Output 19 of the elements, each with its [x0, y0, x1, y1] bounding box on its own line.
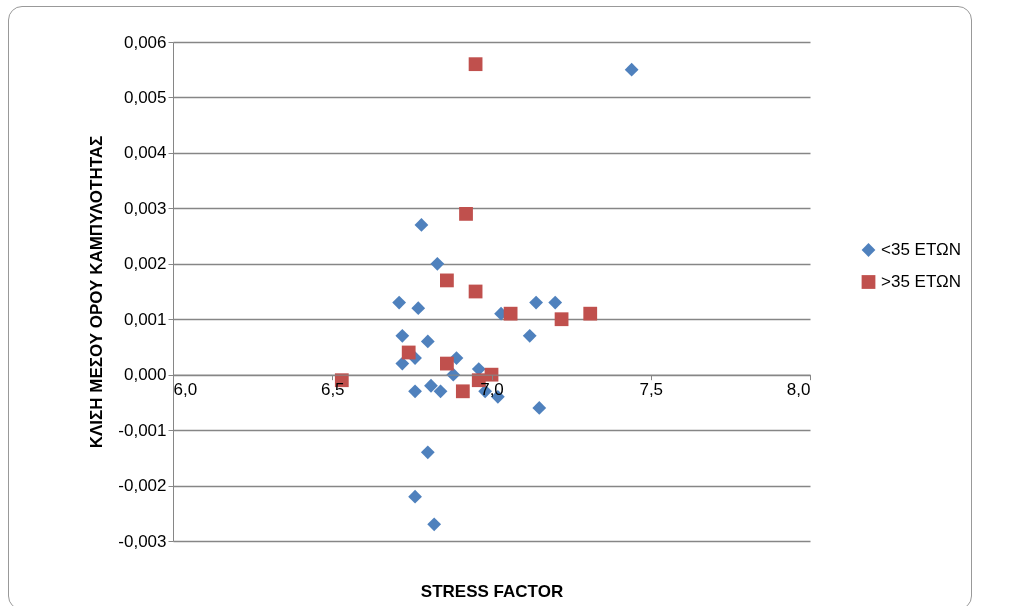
x-tick-label: 7,0 [480, 380, 504, 400]
y-tick-label: 0,000 [123, 365, 167, 385]
y-tick-label: -0,001 [118, 420, 167, 440]
y-tick-label: 0,004 [123, 143, 167, 163]
x-axis-title: STRESS FACTOR [420, 581, 564, 601]
legend-label: <35 ΕΤΩΝ [881, 240, 961, 259]
x-tick-label: 8,0 [786, 380, 811, 400]
x-tick-label: 6,0 [173, 380, 198, 400]
y-tick-label: 0,002 [123, 254, 167, 274]
y-tick-label: 0,005 [123, 87, 167, 107]
y-axis-title: ΚΛΙΣΗ ΜΕΣΟΥ ΟΡΟΥ ΚΑΜΠΥΛΟΤΗΤΑΣ [87, 135, 107, 449]
y-tick-label: 0,003 [123, 198, 167, 218]
y-tick-label: 0,001 [123, 309, 167, 329]
y-tick-label: -0,002 [118, 476, 167, 496]
y-tick-label: 0,006 [123, 32, 167, 52]
x-tick-label: 6,5 [320, 380, 345, 400]
y-tick-label: -0,003 [118, 531, 167, 551]
x-tick-label: 7,5 [639, 380, 664, 400]
legend-label: >35 ΕΤΩΝ [881, 272, 961, 291]
